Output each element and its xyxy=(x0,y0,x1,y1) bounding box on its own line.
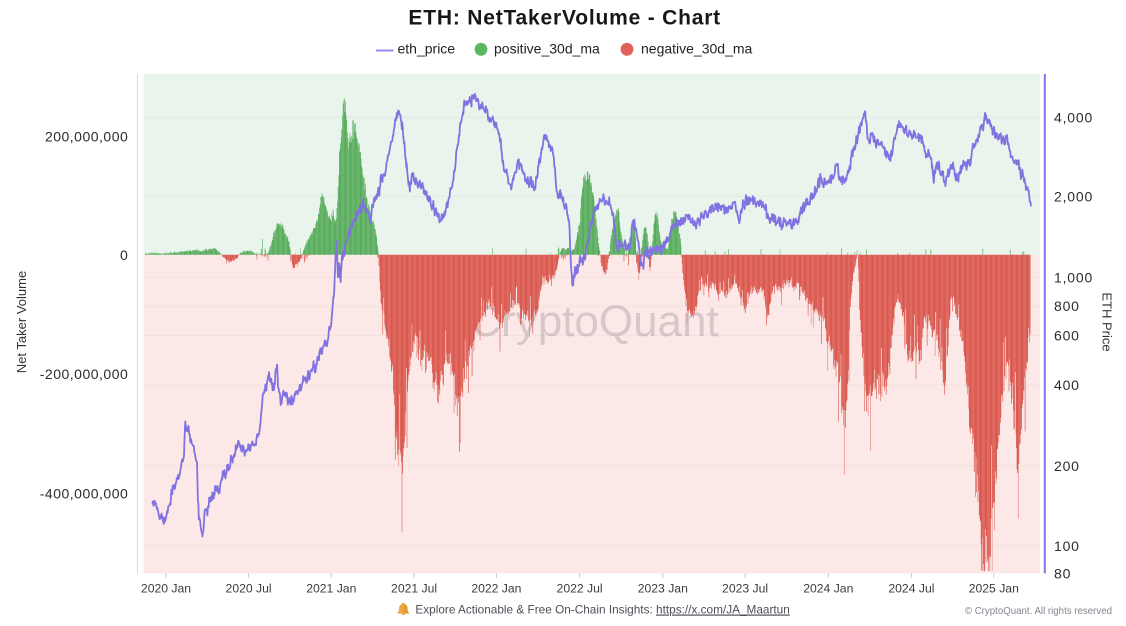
svg-text:200: 200 xyxy=(1054,458,1080,474)
svg-text:200,000,000: 200,000,000 xyxy=(45,128,128,144)
svg-text:0: 0 xyxy=(120,247,128,263)
svg-text:4,000: 4,000 xyxy=(1054,109,1093,125)
svg-text:2024 Jul: 2024 Jul xyxy=(888,581,934,595)
svg-text:ETH Price: ETH Price xyxy=(1100,292,1115,351)
svg-text:negative_30d_ma: negative_30d_ma xyxy=(641,41,753,57)
svg-text:ETH: NetTakerVolume - Chart: ETH: NetTakerVolume - Chart xyxy=(408,7,721,30)
svg-text:80: 80 xyxy=(1054,565,1071,581)
svg-text:2025 Jan: 2025 Jan xyxy=(969,581,1019,595)
svg-text:-400,000,000: -400,000,000 xyxy=(40,485,129,501)
svg-text:-200,000,000: -200,000,000 xyxy=(40,366,129,382)
svg-text:2023 Jul: 2023 Jul xyxy=(722,581,768,595)
svg-text:2022 Jan: 2022 Jan xyxy=(471,581,521,595)
svg-text:100: 100 xyxy=(1054,538,1080,554)
svg-text:2022 Jul: 2022 Jul xyxy=(557,581,603,595)
svg-text:2021 Jan: 2021 Jan xyxy=(306,581,356,595)
svg-text:Explore Actionable & Free On-C: Explore Actionable & Free On-Chain Insig… xyxy=(415,603,789,617)
svg-text:positive_30d_ma: positive_30d_ma xyxy=(494,41,600,57)
svg-text:2024 Jan: 2024 Jan xyxy=(803,581,853,595)
svg-text:2,000: 2,000 xyxy=(1054,188,1093,204)
svg-text:© CryptoQuant. All rights rese: © CryptoQuant. All rights reserved xyxy=(965,606,1112,617)
svg-text:2020 Jan: 2020 Jan xyxy=(141,581,191,595)
svg-text:600: 600 xyxy=(1054,328,1080,344)
svg-text:2021 Jul: 2021 Jul xyxy=(391,581,437,595)
svg-text:800: 800 xyxy=(1054,298,1080,314)
svg-text:2023 Jan: 2023 Jan xyxy=(638,581,688,595)
svg-text:Net Taker Volume: Net Taker Volume xyxy=(14,271,29,373)
svg-text:1,000: 1,000 xyxy=(1054,270,1093,286)
svg-text:eth_price: eth_price xyxy=(398,41,456,57)
svg-text:400: 400 xyxy=(1054,377,1080,393)
svg-text:2020 Jul: 2020 Jul xyxy=(226,581,272,595)
